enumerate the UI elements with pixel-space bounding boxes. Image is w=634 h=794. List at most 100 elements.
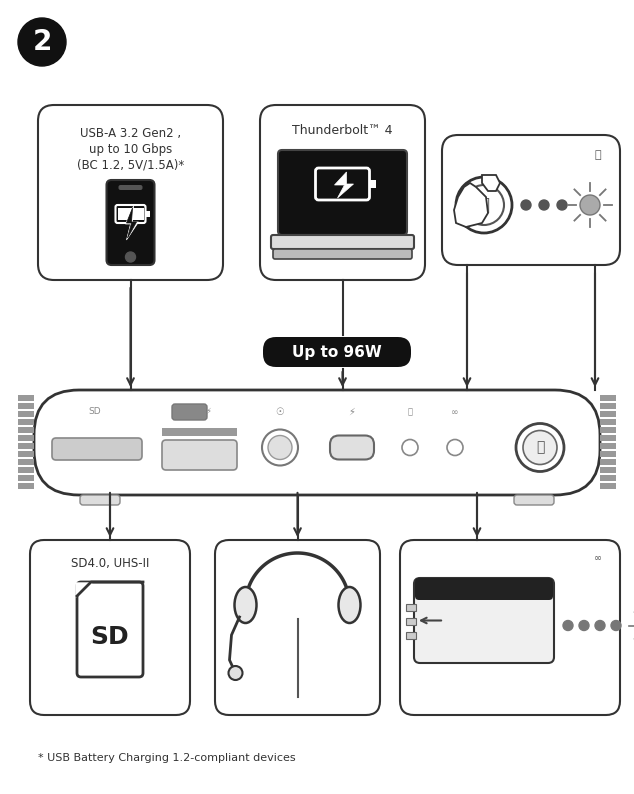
Circle shape [523, 430, 557, 464]
Circle shape [580, 195, 600, 215]
Bar [600, 443, 616, 449]
Text: ⏻: ⏻ [536, 441, 544, 454]
Text: Up to 96W: Up to 96W [292, 345, 382, 360]
FancyBboxPatch shape [107, 180, 155, 265]
FancyBboxPatch shape [278, 150, 407, 235]
Bar [406, 618, 416, 625]
Text: ∞: ∞ [594, 553, 602, 563]
Bar [117, 208, 143, 220]
Text: SD4.0, UHS-II: SD4.0, UHS-II [71, 557, 149, 571]
Text: ∞: ∞ [451, 407, 459, 417]
Circle shape [611, 620, 621, 630]
Polygon shape [335, 172, 354, 198]
Circle shape [595, 620, 605, 630]
Bar [600, 451, 616, 457]
Ellipse shape [339, 587, 361, 623]
Bar [600, 427, 616, 433]
Circle shape [18, 18, 66, 66]
Bar [18, 475, 34, 481]
FancyBboxPatch shape [80, 495, 120, 505]
FancyBboxPatch shape [415, 578, 553, 600]
Polygon shape [127, 208, 136, 238]
FancyBboxPatch shape [115, 205, 145, 223]
Circle shape [262, 430, 298, 465]
FancyBboxPatch shape [330, 435, 374, 460]
Bar [600, 483, 616, 489]
FancyBboxPatch shape [273, 249, 412, 259]
Ellipse shape [235, 587, 257, 623]
Circle shape [521, 200, 531, 210]
Bar [600, 403, 616, 409]
Text: SD: SD [91, 626, 129, 649]
Text: ⚡: ⚡ [349, 407, 356, 417]
FancyBboxPatch shape [442, 135, 620, 265]
Circle shape [228, 666, 242, 680]
Text: SSD⚡: SSD⚡ [191, 407, 212, 417]
Text: ⏻: ⏻ [408, 407, 413, 417]
Text: USB-A 3.2 Gen2 ,: USB-A 3.2 Gen2 , [80, 126, 181, 140]
Bar [406, 631, 416, 638]
Bar [600, 475, 616, 481]
Bar [18, 451, 34, 457]
Circle shape [402, 440, 418, 456]
Polygon shape [482, 175, 500, 191]
Bar [18, 483, 34, 489]
FancyBboxPatch shape [172, 404, 207, 420]
Bar [406, 603, 416, 611]
Circle shape [268, 435, 292, 460]
Text: ⏻: ⏻ [595, 150, 601, 160]
Polygon shape [454, 183, 488, 227]
Circle shape [447, 440, 463, 456]
Text: (BC 1.2, 5V/1.5A)*: (BC 1.2, 5V/1.5A)* [77, 159, 184, 172]
Circle shape [464, 185, 504, 225]
Bar [18, 411, 34, 417]
FancyBboxPatch shape [162, 440, 237, 470]
Bar [600, 467, 616, 473]
Bar [600, 435, 616, 441]
Text: ⏻: ⏻ [479, 196, 489, 214]
FancyBboxPatch shape [414, 578, 554, 663]
FancyBboxPatch shape [77, 582, 143, 677]
Bar [18, 459, 34, 465]
Bar [18, 419, 34, 425]
FancyBboxPatch shape [52, 438, 142, 460]
Bar [18, 467, 34, 473]
FancyBboxPatch shape [316, 168, 370, 200]
Bar [145, 211, 150, 217]
Bar [162, 428, 237, 436]
Circle shape [557, 200, 567, 210]
FancyBboxPatch shape [215, 540, 380, 715]
FancyBboxPatch shape [271, 235, 414, 249]
Bar [600, 411, 616, 417]
Polygon shape [126, 206, 138, 240]
Bar [600, 419, 616, 425]
Bar [18, 435, 34, 441]
Text: up to 10 Gbps: up to 10 Gbps [89, 142, 172, 156]
Text: Thunderbolt™ 4: Thunderbolt™ 4 [292, 125, 392, 137]
Bar [18, 443, 34, 449]
FancyBboxPatch shape [263, 337, 411, 367]
FancyBboxPatch shape [38, 105, 223, 280]
Circle shape [126, 252, 136, 262]
Circle shape [516, 423, 564, 472]
Bar [18, 427, 34, 433]
Bar [600, 459, 616, 465]
FancyBboxPatch shape [400, 540, 620, 715]
Text: ☉: ☉ [276, 407, 285, 417]
Bar [18, 403, 34, 409]
Bar [600, 395, 616, 401]
Text: * USB Battery Charging 1.2-compliant devices: * USB Battery Charging 1.2-compliant dev… [38, 753, 295, 763]
Text: 2: 2 [32, 28, 52, 56]
Circle shape [579, 620, 589, 630]
FancyBboxPatch shape [119, 185, 143, 190]
FancyBboxPatch shape [34, 390, 600, 495]
Bar [370, 180, 375, 188]
Circle shape [563, 620, 573, 630]
FancyBboxPatch shape [514, 495, 554, 505]
Circle shape [539, 200, 549, 210]
FancyBboxPatch shape [260, 105, 425, 280]
Bar [18, 395, 34, 401]
Text: SD: SD [89, 407, 101, 417]
FancyBboxPatch shape [30, 540, 190, 715]
Circle shape [456, 177, 512, 233]
